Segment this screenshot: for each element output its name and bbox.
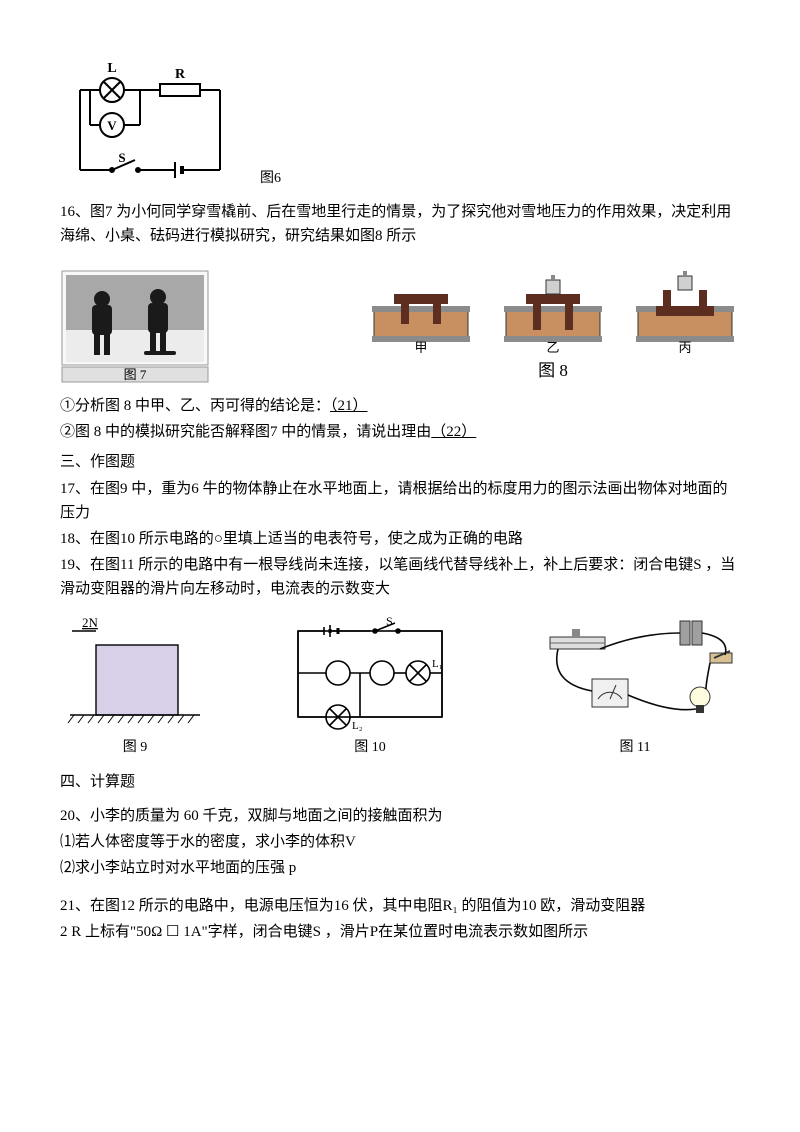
svg-text:L₂: L₂ (352, 720, 363, 732)
section4-title: 四、计算题 (60, 770, 740, 794)
q16-sub1: ①分析图 8 中甲、乙、丙可得的结论是：（21） (60, 394, 740, 418)
q16-sub2: ②图 8 中的模拟研究能否解释图7 中的情景，请说出理由（22） (60, 420, 740, 444)
q20-line1: 20、小李的质量为 60 千克，双脚与地面之间的接触面积为 (60, 804, 740, 828)
svg-text:L₁: L₁ (432, 658, 443, 670)
fig11: 图 11 (530, 613, 740, 759)
fig9: 2N 图 9 (60, 613, 210, 759)
svg-text:S: S (386, 614, 393, 628)
fig8: 甲 乙 (366, 258, 740, 384)
svg-text:R: R (175, 67, 186, 82)
q19: 19、在图11 所示的电路中有一根导线尚未连接，以笔画线代替导线补上，补上后要求… (60, 553, 740, 601)
fig9-10-11-row: 2N 图 9 (60, 613, 740, 759)
fig8-panel-jia: 甲 (366, 258, 476, 353)
q18: 18、在图10 所示电路的○里填上适当的电表符号，使之成为正确的电路 (60, 527, 740, 551)
svg-text:乙: 乙 (546, 340, 559, 353)
svg-text:S: S (118, 150, 125, 165)
q21-line1: 21、在图12 所示的电路中，电源电压恒为16 伏，其中电阻R₁ 的阻值为10 … (60, 894, 740, 918)
q16-text: 16、图7 为小何同学穿雪橇前、后在雪地里行走的情景，为了探究他对雪地压力的作用… (60, 200, 740, 248)
q20-sub2: ⑵求小李站立时对水平地面的压强 p (60, 856, 740, 880)
svg-text:丙: 丙 (678, 340, 691, 353)
fig7: 图 7 (60, 269, 210, 384)
fig8-panel-yi: 乙 (498, 258, 608, 353)
q20-sub1: ⑴若人体密度等于水的密度，求小李的体积V (60, 830, 740, 854)
fig6-row: L R V S 图6 (60, 60, 740, 190)
svg-text:V: V (107, 118, 117, 133)
fig6-label: 图6 (260, 168, 281, 190)
fig7-8-row: 图 7 甲 (60, 258, 740, 384)
svg-text:图 7: 图 7 (124, 367, 147, 382)
svg-text:甲: 甲 (414, 340, 427, 353)
section3-title: 三、作图题 (60, 450, 740, 474)
svg-text:L: L (107, 61, 116, 76)
svg-text:2N: 2N (82, 615, 99, 630)
fig6-circuit: L R V S (60, 60, 240, 190)
fig8-label: 图 8 (538, 357, 568, 384)
q21-line2: 2 R 上标有"50Ω ☐ 1A"字样，闭合电键S ，滑片P在某位置时电流表示数… (60, 920, 740, 944)
q17: 17、在图9 中，重为6 牛的物体静止在水平地面上，请根据给出的标度用力的图示法… (60, 477, 740, 525)
fig8-panel-bing: 丙 (630, 258, 740, 353)
fig10: S L₁ L₂ 图 10 (280, 613, 460, 759)
